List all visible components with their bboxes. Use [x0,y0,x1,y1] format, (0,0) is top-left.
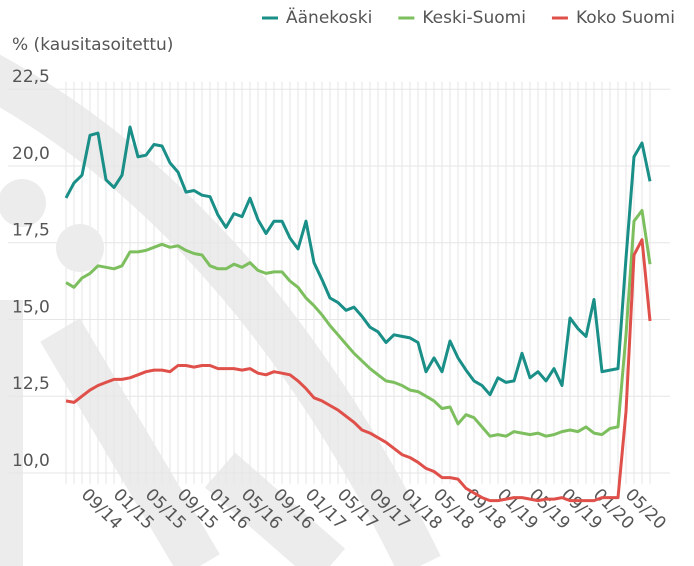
watermark-dot [56,224,104,272]
y-tick-label: 10,0 [12,451,50,471]
y-tick-label: 20,0 [12,144,50,164]
legend-label: Keski-Suomi [422,8,526,28]
y-tick-label: 22,5 [12,67,50,87]
watermark-bar [204,452,346,566]
line-series [65,209,652,438]
legend: Äänekoski Keski-Suomi Koko Suomi [262,7,675,28]
line-series [65,238,652,503]
line-series [64,125,652,397]
legend-label: Koko Suomi [576,8,675,28]
watermark-arc [0,54,441,566]
y-axis-label: % (kausitasoitettu) [12,35,173,55]
y-tick-label: 15,0 [12,297,50,317]
y-tick-label: 12,5 [12,374,50,394]
watermark-dot [0,179,46,227]
legend-label: Äänekoski [286,7,372,28]
y-tick-label: 17,5 [12,221,50,241]
